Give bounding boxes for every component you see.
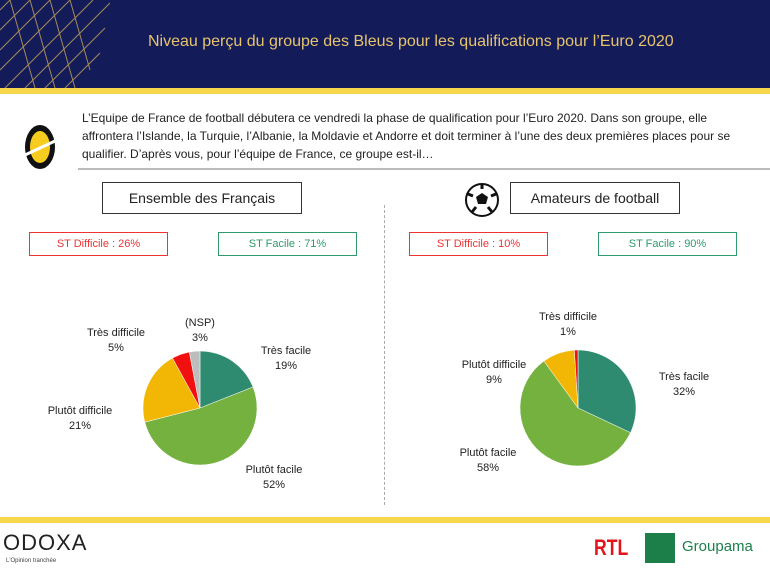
chevron-pattern-icon — [0, 0, 110, 88]
chart1-label-plutot-facile: Plutôt facile 52% — [245, 464, 303, 491]
chart2-title: Amateurs de football — [510, 182, 680, 214]
footer-divider — [0, 517, 770, 523]
chart2-label-tres-difficile: Très difficile 1% — [538, 311, 598, 338]
chart2-label-plutot-difficile: Plutôt difficile 9% — [461, 359, 527, 386]
chart2-label-tres-facile: Très facile 32% — [658, 371, 710, 398]
groupama-icon — [645, 533, 675, 563]
chart1-slice-plutot-difficile — [142, 357, 201, 423]
chart1-label-nsp: (NSP) 3% — [185, 317, 215, 344]
header-banner: Niveau perçu du groupe des Bleus pour le… — [0, 0, 770, 88]
odoxa-emblem-icon — [24, 125, 56, 169]
chart2-st-difficile: ST Difficile : 10% — [409, 232, 548, 256]
page-title: Niveau perçu du groupe des Bleus pour le… — [148, 33, 674, 50]
chart1-label-tres-facile: Très facile 19% — [260, 345, 312, 372]
groupama-logo: Groupama — [682, 538, 753, 555]
odoxa-tagline: L'Opinion tranchée — [6, 558, 57, 564]
chart1-slice-tres-facile — [199, 350, 254, 409]
odoxa-logo: ODOXA — [3, 530, 88, 555]
chart1-label-tres-difficile: Très difficile 5% — [86, 327, 146, 354]
football-icon — [465, 183, 499, 217]
chart2-slice-plutot-facile — [519, 360, 631, 467]
chart1-st-difficile: ST Difficile : 26% — [29, 232, 168, 256]
intro-text: L’Equipe de France de football débutera … — [82, 111, 731, 161]
chart2-slice-tres-facile — [577, 349, 637, 434]
header-divider — [0, 88, 770, 94]
rtl-logo: RTL — [594, 535, 629, 560]
chart2-label-plutot-facile: Plutôt facile 58% — [459, 447, 517, 474]
chart1-title: Ensemble des Français — [102, 182, 302, 214]
chart1-label-plutot-difficile: Plutôt difficile 21% — [47, 405, 113, 432]
chart1-slice-nsp — [189, 350, 201, 409]
intro-underline — [78, 168, 770, 170]
chart1-st-facile: ST Facile : 71% — [218, 232, 357, 256]
chart1-slice-plutot-facile — [144, 386, 258, 466]
chart2-slice-tres-difficile — [574, 349, 579, 409]
chart2-st-facile: ST Facile : 90% — [598, 232, 737, 256]
section-divider — [384, 205, 385, 505]
